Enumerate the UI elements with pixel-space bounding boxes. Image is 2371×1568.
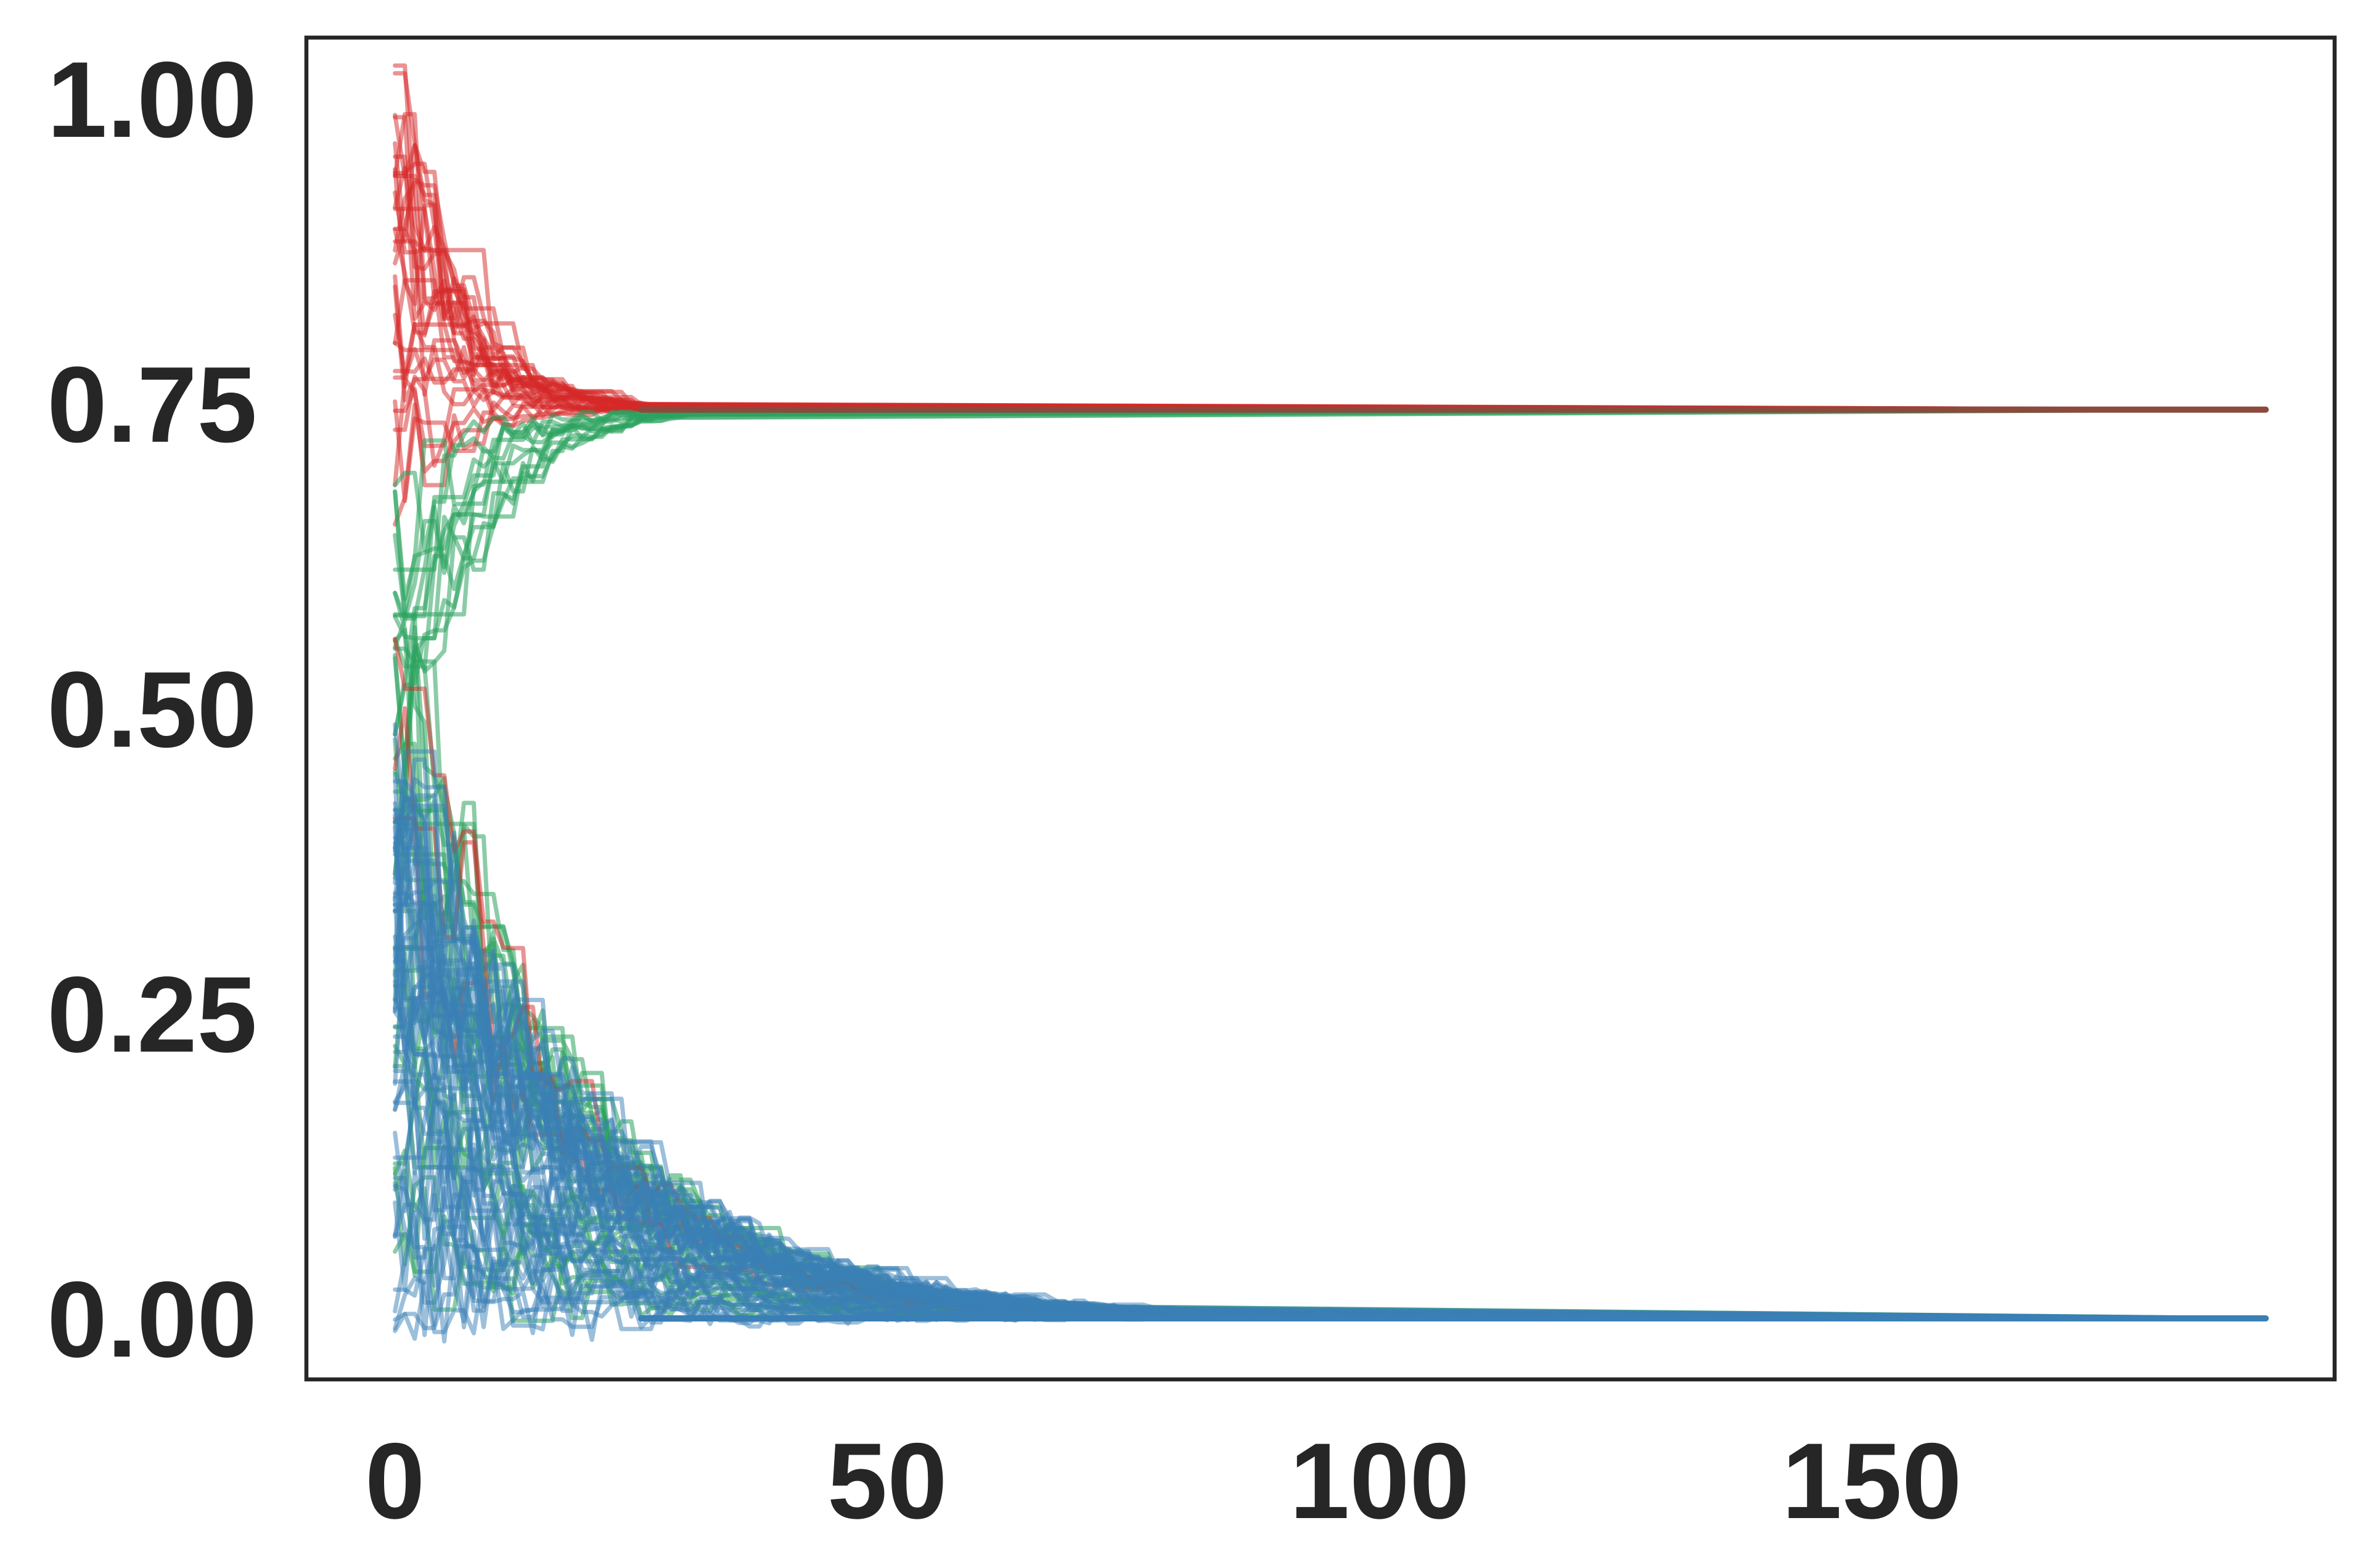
series-line: [393, 407, 2268, 617]
series-line: [393, 402, 2268, 527]
series-line: [393, 71, 2268, 412]
y-tick-label: 0.50: [47, 650, 257, 770]
series-line: [393, 141, 2268, 412]
series-line: [393, 407, 2268, 552]
series-line: [393, 63, 2268, 412]
series-line: [393, 407, 2268, 650]
plot-area: [393, 63, 2269, 1344]
series-line: [393, 407, 2268, 877]
series-line: [393, 165, 2268, 412]
series-line: [393, 407, 2268, 572]
x-tick-label: 100: [1290, 1421, 1470, 1541]
x-tick-label: 0: [365, 1421, 425, 1541]
y-axis: 0.00 0.25 0.50 0.75 1.00: [47, 40, 257, 1380]
series-line: [393, 239, 2268, 412]
y-tick-label: 0.75: [47, 345, 257, 465]
series-line: [393, 794, 2268, 1321]
series-line: [393, 1069, 2268, 1321]
series-line: [393, 190, 2268, 412]
series-line: [393, 278, 2268, 412]
series-line: [393, 154, 2268, 412]
series-line: [393, 181, 2268, 412]
series-line: [393, 113, 2268, 412]
series-line: [393, 227, 2268, 412]
series-line: [393, 161, 2268, 412]
x-axis: 0 50 100 150: [365, 1421, 1962, 1541]
y-tick-label: 0.00: [47, 1260, 257, 1380]
series-line: [393, 115, 2268, 412]
series-line: [393, 274, 2268, 412]
series-line: [393, 206, 2268, 412]
x-tick-label: 50: [827, 1421, 948, 1541]
series-line: [393, 312, 2268, 412]
series-line: [393, 178, 2268, 412]
y-tick-label: 1.00: [47, 40, 257, 160]
series-line: [393, 407, 2268, 794]
series-line: [393, 407, 2268, 737]
series-line: [393, 340, 2268, 412]
series-line: [393, 820, 2268, 1321]
series-line: [393, 228, 2268, 412]
series-line: [393, 407, 2268, 621]
series-line: [393, 284, 2268, 412]
plot-frame: [304, 35, 2337, 1382]
series-line: [393, 167, 2268, 412]
series-line: [393, 841, 2268, 1321]
series-line: [393, 407, 2268, 737]
y-tick-label: 0.25: [47, 955, 257, 1075]
x-tick-label: 150: [1782, 1421, 1962, 1541]
series-line: [393, 377, 2268, 488]
series-line: [393, 374, 2268, 468]
series-line: [393, 174, 2268, 412]
series-line: [393, 112, 2268, 412]
series-line: [393, 345, 2268, 412]
series-line: [393, 407, 2268, 813]
series-line: [393, 407, 2268, 641]
series-line: [393, 407, 2268, 619]
series-line: [393, 407, 2268, 602]
series-line: [393, 407, 2268, 616]
